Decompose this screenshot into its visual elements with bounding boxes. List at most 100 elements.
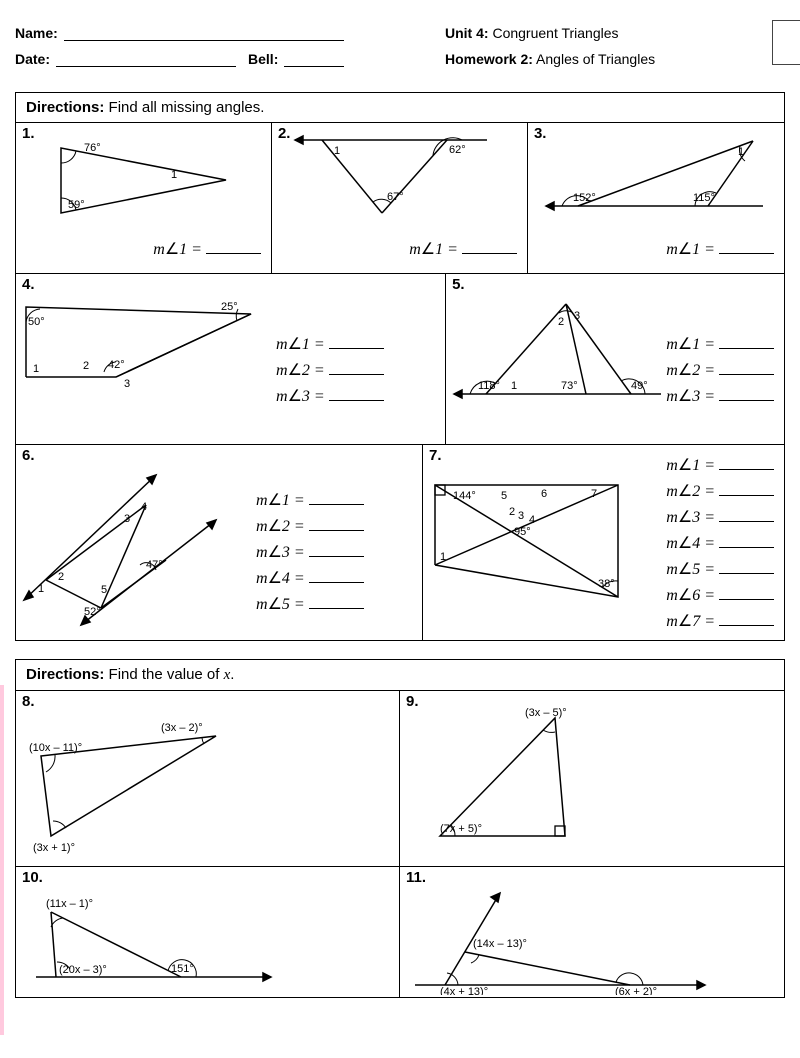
svg-text:52°: 52° bbox=[84, 606, 101, 618]
row-1: 1. 76° 59° 1 1 = 2. 1 bbox=[16, 123, 784, 274]
p7-b5[interactable] bbox=[719, 573, 774, 574]
dir2-text: Find the value of bbox=[104, 666, 223, 683]
p6-b4[interactable] bbox=[309, 582, 364, 583]
directions-1: Directions: Find all missing angles. bbox=[16, 93, 784, 123]
p4-a2: 2 = bbox=[302, 362, 329, 379]
p5-b3[interactable] bbox=[719, 400, 774, 401]
p5-b2[interactable] bbox=[719, 374, 774, 375]
problem-2: 2. 1 62° 67° 1 = bbox=[272, 123, 528, 273]
svg-text:144°: 144° bbox=[453, 490, 476, 502]
problem-10: 10. (11x – 1)° (20x – 3)° 151° bbox=[16, 867, 400, 997]
svg-text:151°: 151° bbox=[171, 963, 194, 975]
p3-figure: 152° 115° 1 bbox=[538, 131, 768, 221]
svg-text:(3x – 2)°: (3x – 2)° bbox=[161, 722, 203, 734]
p11-num: 11. bbox=[406, 869, 426, 886]
p6-b3[interactable] bbox=[309, 556, 364, 557]
svg-text:5: 5 bbox=[501, 490, 507, 502]
p10-figure: (11x – 1)° (20x – 3)° 151° bbox=[21, 887, 281, 997]
name-blank[interactable] bbox=[64, 25, 344, 41]
directions-2: Directions: Find the value of x. bbox=[16, 660, 784, 691]
p5-figure: 118° 73° 49° 1 2 3 bbox=[446, 289, 671, 409]
svg-text:4: 4 bbox=[529, 514, 535, 526]
p7-a1: 1 = bbox=[692, 457, 719, 474]
p7-b4[interactable] bbox=[719, 547, 774, 548]
row-2: 4. 50° 25° 42° 1 2 3 1 = 2 = 3 = 5. bbox=[16, 274, 784, 445]
p5-answers: 1 = 2 = 3 = bbox=[666, 334, 774, 412]
name-label: Name: bbox=[15, 25, 58, 41]
svg-text:95°: 95° bbox=[514, 526, 531, 538]
svg-text:3: 3 bbox=[124, 513, 130, 525]
svg-text:1: 1 bbox=[38, 583, 44, 595]
svg-text:3: 3 bbox=[124, 378, 130, 390]
problem-5: 5. 118° 73° 49° 1 2 3 1 = 2 = 3 = bbox=[446, 274, 784, 444]
p1-ans: 1 = bbox=[179, 241, 206, 258]
p6-a5: 5 = bbox=[282, 596, 309, 613]
p4-b2[interactable] bbox=[329, 374, 384, 375]
problem-4: 4. 50° 25° 42° 1 2 3 1 = 2 = 3 = bbox=[16, 274, 446, 444]
svg-text:115°: 115° bbox=[693, 192, 715, 204]
p7-a7: 7 = bbox=[692, 613, 719, 630]
dir1-text: Find all missing angles. bbox=[104, 99, 264, 116]
problem-1: 1. 76° 59° 1 1 = bbox=[16, 123, 272, 273]
p1-blank[interactable] bbox=[206, 253, 261, 254]
p3-answers: 1 = bbox=[666, 239, 774, 265]
p7-num: 7. bbox=[429, 447, 442, 464]
svg-text:2: 2 bbox=[58, 571, 64, 583]
p6-a3: 3 = bbox=[282, 544, 309, 561]
svg-text:1: 1 bbox=[171, 169, 177, 181]
p1-answers: 1 = bbox=[153, 239, 261, 265]
svg-text:152°: 152° bbox=[573, 192, 596, 204]
problem-9: 9. (3x – 5)° (7x + 5)° bbox=[400, 691, 784, 866]
row-3: 6. 2 1 3 4 5 52° 47° bbox=[16, 445, 784, 640]
p7-b3[interactable] bbox=[719, 521, 774, 522]
svg-text:(4x + 13)°: (4x + 13)° bbox=[440, 986, 488, 995]
svg-text:(6x + 2)°: (6x + 2)° bbox=[615, 986, 657, 995]
p5-b1[interactable] bbox=[719, 348, 774, 349]
p2-figure: 1 62° 67° bbox=[287, 128, 507, 223]
corner-box bbox=[772, 20, 800, 65]
p7-b2[interactable] bbox=[719, 495, 774, 496]
svg-text:6: 6 bbox=[541, 488, 547, 500]
p6-b1[interactable] bbox=[309, 504, 364, 505]
svg-text:1: 1 bbox=[511, 380, 517, 392]
p7-answers: 1 = 2 = 3 = 4 = 5 = 6 = 7 = bbox=[666, 455, 774, 637]
unit-text: Congruent Triangles bbox=[492, 25, 618, 41]
worksheet-header: Name: Date: Bell: Unit 4: Congruent Tria… bbox=[15, 25, 785, 67]
p7-a6: 6 = bbox=[692, 587, 719, 604]
problem-3: 3. 152° 115° 1 1 = bbox=[528, 123, 784, 273]
p2-blank[interactable] bbox=[462, 253, 517, 254]
svg-text:3: 3 bbox=[518, 510, 524, 522]
p1-num: 1. bbox=[22, 125, 35, 142]
hw-bold: Homework 2: bbox=[445, 51, 533, 67]
p7-b7[interactable] bbox=[719, 625, 774, 626]
p3-blank[interactable] bbox=[719, 253, 774, 254]
svg-text:59°: 59° bbox=[68, 199, 85, 211]
p8-figure: (10x – 11)° (3x – 2)° (3x + 1)° bbox=[21, 706, 281, 856]
date-blank[interactable] bbox=[56, 51, 236, 67]
row-5: 10. (11x – 1)° (20x – 3)° 151° 11. bbox=[16, 867, 784, 997]
svg-text:2: 2 bbox=[509, 506, 515, 518]
decorative-strip bbox=[0, 685, 4, 1035]
svg-text:3: 3 bbox=[574, 310, 580, 322]
svg-text:62°: 62° bbox=[449, 144, 466, 156]
p6-a1: 1 = bbox=[282, 492, 309, 509]
p6-b2[interactable] bbox=[309, 530, 364, 531]
problem-11: 11. (14x – 13)° (4x + 13)° (6x + 2)° bbox=[400, 867, 784, 997]
p2-answers: 1 = bbox=[409, 239, 517, 265]
bell-blank[interactable] bbox=[284, 51, 344, 67]
p6-b5[interactable] bbox=[309, 608, 364, 609]
bell-label: Bell: bbox=[248, 51, 278, 67]
p6-a4: 4 = bbox=[282, 570, 309, 587]
svg-text:50°: 50° bbox=[28, 316, 45, 328]
p1-figure: 76° 59° 1 bbox=[46, 133, 246, 233]
p7-a5: 5 = bbox=[692, 561, 719, 578]
p7-b1[interactable] bbox=[719, 469, 774, 470]
p4-b1[interactable] bbox=[329, 348, 384, 349]
svg-text:1: 1 bbox=[334, 145, 340, 157]
svg-text:25°: 25° bbox=[221, 301, 238, 313]
p4-a1: 1 = bbox=[302, 336, 329, 353]
p4-b3[interactable] bbox=[329, 400, 384, 401]
svg-text:7: 7 bbox=[591, 488, 597, 500]
p7-b6[interactable] bbox=[719, 599, 774, 600]
problem-6: 6. 2 1 3 4 5 52° 47° bbox=[16, 445, 423, 640]
